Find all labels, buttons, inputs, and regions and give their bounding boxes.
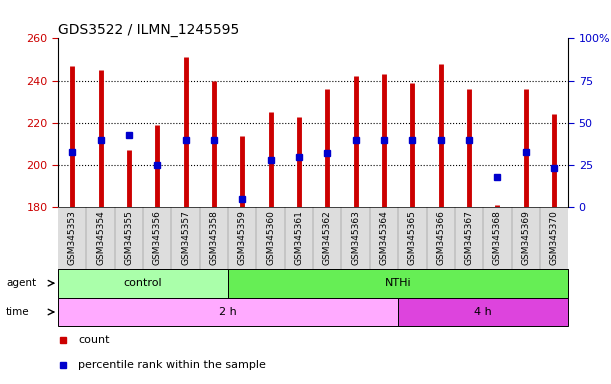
Text: GSM345368: GSM345368 xyxy=(493,210,502,265)
Text: GSM345357: GSM345357 xyxy=(181,210,190,265)
Text: GDS3522 / ILMN_1245595: GDS3522 / ILMN_1245595 xyxy=(58,23,240,37)
Text: GSM345362: GSM345362 xyxy=(323,210,332,265)
Text: GSM345370: GSM345370 xyxy=(549,210,558,265)
Bar xyxy=(398,298,568,326)
Text: 4 h: 4 h xyxy=(474,307,492,317)
Bar xyxy=(228,269,568,298)
Text: agent: agent xyxy=(6,278,36,288)
Text: GSM345360: GSM345360 xyxy=(266,210,275,265)
Text: NTHi: NTHi xyxy=(385,278,411,288)
Text: GSM345359: GSM345359 xyxy=(238,210,247,265)
Text: GSM345358: GSM345358 xyxy=(210,210,219,265)
Bar xyxy=(58,269,228,298)
Text: GSM345369: GSM345369 xyxy=(521,210,530,265)
Text: GSM345356: GSM345356 xyxy=(153,210,162,265)
Text: GSM345365: GSM345365 xyxy=(408,210,417,265)
Text: GSM345366: GSM345366 xyxy=(436,210,445,265)
Text: GSM345364: GSM345364 xyxy=(379,210,389,265)
Text: GSM345367: GSM345367 xyxy=(464,210,474,265)
Text: 2 h: 2 h xyxy=(219,307,237,317)
Text: GSM345353: GSM345353 xyxy=(68,210,77,265)
Bar xyxy=(58,298,398,326)
Text: GSM345355: GSM345355 xyxy=(125,210,133,265)
Text: percentile rank within the sample: percentile rank within the sample xyxy=(78,360,266,370)
Text: time: time xyxy=(6,307,30,317)
Text: control: control xyxy=(124,278,163,288)
Text: GSM345361: GSM345361 xyxy=(295,210,304,265)
Text: GSM345354: GSM345354 xyxy=(96,210,105,265)
Text: GSM345363: GSM345363 xyxy=(351,210,360,265)
Text: count: count xyxy=(78,335,110,345)
